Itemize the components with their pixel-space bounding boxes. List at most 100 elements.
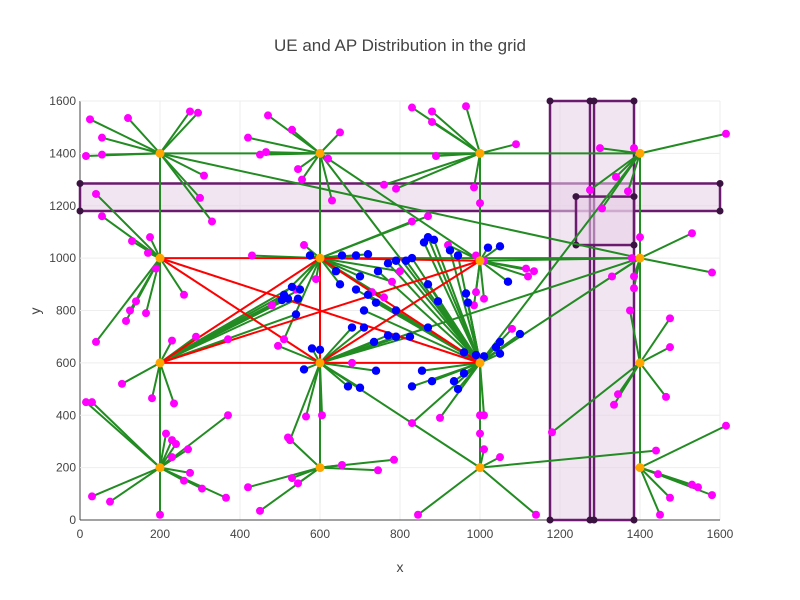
ue-point-magenta (162, 429, 170, 438)
ue-point-magenta (656, 510, 664, 519)
ue-point-magenta (288, 474, 296, 483)
ue-point-blue (503, 277, 513, 286)
ue-point-magenta (106, 497, 114, 506)
ue-point-magenta (662, 392, 670, 401)
ue-point-magenta (630, 284, 638, 293)
ue-ap-link (475, 260, 481, 293)
ue-ap-link (151, 362, 161, 399)
y-tick-label: 1200 (49, 199, 76, 213)
ap-point (315, 253, 325, 263)
ap-point (155, 358, 165, 368)
ue-point-blue (383, 259, 393, 268)
ue-point-magenta (118, 379, 126, 388)
ap-ap-link (159, 152, 641, 260)
ue-point-blue (355, 272, 365, 281)
x-tick-label: 1600 (707, 527, 734, 541)
ue-point-magenta (98, 133, 106, 142)
ue-point-blue (407, 253, 417, 263)
ue-point-magenta (222, 493, 230, 502)
ue-ap-link (387, 262, 481, 364)
ue-point-magenta (168, 336, 176, 345)
ue-point-blue (295, 285, 305, 294)
ue-point-magenta (224, 335, 232, 344)
ue-ap-link (319, 153, 333, 201)
ue-point-magenta (628, 254, 636, 263)
ue-point-magenta (288, 125, 296, 134)
ue-point-magenta (122, 316, 130, 325)
ue-point-magenta (432, 151, 440, 160)
ue-point-magenta (312, 275, 320, 284)
ue-point-magenta (328, 196, 336, 205)
ue-ap-link (297, 152, 321, 170)
ap-point (155, 463, 165, 473)
ue-point-magenta (532, 510, 540, 519)
ue-point-magenta (626, 306, 634, 315)
ue-point-blue (445, 246, 455, 255)
ue-point-blue (371, 298, 381, 307)
ue-point-magenta (694, 483, 702, 492)
ue-point-blue (359, 323, 369, 332)
ue-ap-link (639, 362, 667, 398)
ap-point (635, 463, 645, 473)
ue-point-blue (363, 249, 373, 259)
ue-ap-link (551, 362, 641, 434)
ue-point-blue (299, 365, 309, 374)
ue-point-blue (315, 345, 325, 354)
ue-ap-link (109, 466, 161, 503)
ue-ap-link (247, 466, 321, 489)
coverage-zone (548, 99, 592, 522)
ap-point (315, 463, 325, 473)
ue-point-blue (453, 384, 463, 394)
ue-point-magenta (414, 510, 422, 519)
ap-point (155, 253, 165, 263)
ap-ap-red-link (319, 257, 481, 262)
ue-point-magenta (530, 267, 538, 276)
ue-point-magenta (462, 102, 470, 111)
ue-point-blue (355, 383, 365, 392)
ue-ap-link (421, 361, 481, 372)
ue-point-magenta (298, 175, 306, 184)
x-axis-label: x (397, 559, 404, 575)
ue-point-blue (479, 352, 489, 361)
ue-ap-link (277, 344, 321, 364)
ue-point-magenta (388, 277, 396, 286)
ue-point-blue (337, 251, 347, 260)
ap-point (475, 358, 485, 368)
ue-point-blue (391, 306, 401, 315)
ue-ap-link (377, 270, 481, 364)
ue-ap-link (159, 152, 213, 223)
ue-point-magenta (476, 199, 484, 208)
ue-ap-link (319, 257, 393, 283)
ue-ap-link (91, 466, 161, 498)
ap-point (475, 463, 485, 473)
ue-ap-link (159, 112, 199, 155)
ue-point-magenta (436, 413, 444, 422)
ue-ap-link (159, 110, 191, 154)
ue-point-magenta (476, 429, 484, 438)
ue-point-magenta (614, 390, 622, 399)
ue-point-blue (291, 310, 301, 319)
ue-point-magenta (248, 251, 256, 260)
ue-point-blue (495, 349, 505, 358)
ue-point-magenta (496, 453, 504, 462)
ue-ap-link (431, 110, 481, 155)
ue-ap-link (431, 361, 481, 383)
ue-point-magenta (180, 476, 188, 485)
ap-point (475, 256, 485, 266)
ue-point-magenta (196, 193, 204, 202)
ue-point-blue (483, 243, 493, 252)
ue-point-magenta (470, 183, 478, 192)
x-tick-label: 1000 (467, 527, 494, 541)
ue-ap-link (639, 232, 693, 260)
ue-ap-link (417, 466, 481, 516)
ue-point-magenta (630, 272, 638, 281)
zone-corner-marker (590, 97, 598, 105)
ue-point-magenta (200, 171, 208, 180)
ue-point-magenta (146, 233, 154, 242)
ue-ap-link (479, 466, 537, 516)
ue-point-magenta (294, 479, 302, 488)
ue-point-blue (427, 377, 437, 386)
ap-ap-link (479, 152, 641, 364)
ap-ap-red-link (319, 259, 481, 364)
ue-point-blue (459, 369, 469, 378)
